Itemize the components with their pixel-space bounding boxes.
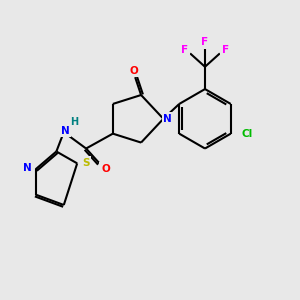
Text: F: F [222, 45, 229, 55]
Text: F: F [181, 45, 188, 55]
Text: S: S [82, 158, 89, 168]
Text: F: F [201, 37, 208, 46]
Text: O: O [129, 66, 138, 76]
Text: O: O [101, 164, 110, 174]
Text: N: N [61, 126, 70, 136]
Text: H: H [70, 117, 78, 127]
Text: N: N [164, 114, 172, 124]
Text: Cl: Cl [241, 129, 252, 139]
Text: N: N [23, 163, 32, 173]
